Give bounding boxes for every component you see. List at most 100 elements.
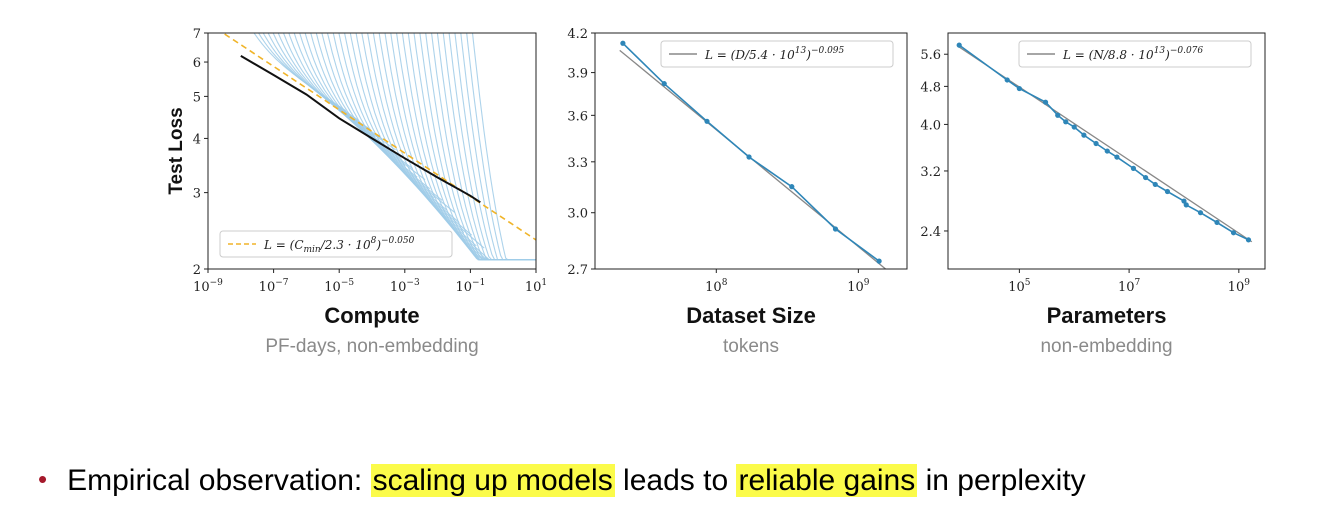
data-point xyxy=(1114,154,1120,160)
x-axis-subtitle: PF-days, non-embedding xyxy=(265,336,478,357)
learning-curve xyxy=(299,33,426,181)
y-tick-label: 4.2 xyxy=(567,27,588,42)
y-tick-label: 7 xyxy=(193,27,201,42)
x-tick-label: 10−9 xyxy=(193,278,223,295)
plot-frame-2 xyxy=(594,32,908,270)
plot-frame-3 xyxy=(947,32,1266,270)
legend-label: L = (N/8.8 · 1013​)−0.076​ xyxy=(1062,46,1203,62)
plot-area-3 xyxy=(956,42,1253,243)
x-axis-title: Compute xyxy=(324,303,419,328)
x-axis-title: Dataset Size xyxy=(686,303,816,328)
x-tick-label: 10−1 xyxy=(455,278,485,295)
data-point xyxy=(1152,181,1158,188)
legend-label: L = (D/5.4 · 1013​)−0.095​ xyxy=(704,46,845,62)
legend-label: L = (Cmin​/2.3 · 108​)−0.050​ xyxy=(263,236,415,255)
chart-panel-3: 105 107 109 2.4 3.2 4.0 4.8 5.6 L = (N/8.8 · 101… xyxy=(920,32,1266,357)
data-point xyxy=(1055,112,1061,118)
data-point xyxy=(1042,99,1049,105)
learning-curve xyxy=(372,33,490,260)
data-point xyxy=(1104,148,1110,154)
data-point xyxy=(1071,124,1077,130)
compute-frontier-line xyxy=(240,55,481,204)
data-point xyxy=(1063,119,1069,125)
x-tick-label: 105 xyxy=(1008,278,1031,295)
data-point xyxy=(876,258,882,264)
y-tick-label: 5 xyxy=(193,90,201,105)
data-point xyxy=(1093,140,1099,147)
bullet-tail-text: in perplexity xyxy=(917,464,1086,497)
y-tick-label: 2 xyxy=(193,263,201,278)
y-tick-label: 3.6 xyxy=(567,109,588,124)
y-tick-label: 3.3 xyxy=(567,156,588,171)
y-tick-label: 5.6 xyxy=(920,48,941,63)
y-tick-label: 4.0 xyxy=(920,118,941,133)
legend-box xyxy=(219,230,453,258)
data-point xyxy=(746,154,752,160)
data-point xyxy=(1230,230,1237,236)
bullet-lead-text: Empirical observation: xyxy=(67,464,371,497)
y-tick-label: 4 xyxy=(193,132,201,147)
fit-line xyxy=(221,33,536,241)
learning-curve xyxy=(448,33,536,261)
y-tick-label: 3 xyxy=(193,187,201,202)
data-point xyxy=(1016,85,1022,92)
plot-area-1 xyxy=(221,33,536,261)
learning-curve xyxy=(466,33,536,261)
y-tick-label: 3.0 xyxy=(567,207,588,222)
data-point xyxy=(661,81,667,87)
learning-curve xyxy=(253,33,347,112)
data-point xyxy=(1214,219,1220,226)
bullet-mid-text: leads to xyxy=(614,464,737,497)
plot-frame-1 xyxy=(207,32,537,270)
data-point xyxy=(1081,132,1087,138)
data-point xyxy=(1164,188,1171,195)
x-tick-label: 109 xyxy=(1228,278,1251,295)
x-axis-subtitle: tokens xyxy=(723,336,779,357)
learning-curve xyxy=(471,33,536,261)
highlight-reliable-gains: reliable gains xyxy=(736,464,918,497)
data-point xyxy=(1197,210,1204,216)
data-point xyxy=(1004,77,1010,83)
y-tick-label: 4.8 xyxy=(920,80,941,95)
x-tick-label: 108 xyxy=(705,278,728,295)
legend-2: L = (D/5.4 · 1013​)−0.095​ xyxy=(660,40,894,68)
legend-box xyxy=(660,40,894,68)
y-tick-label: 6 xyxy=(193,56,201,71)
data-point xyxy=(956,42,962,48)
data-point xyxy=(620,40,626,46)
y-tick-label: 2.7 xyxy=(567,263,588,278)
x-axis-subtitle: non-embedding xyxy=(1040,336,1172,357)
highlight-scaling-up-models: scaling up models xyxy=(370,464,615,497)
learning-curve xyxy=(367,33,477,247)
learning-curve xyxy=(378,33,502,261)
chart-panel-2: 108 109 2.7 3.0 3.3 3.6 3.9 4.2 L = (D/5.4 · 101… xyxy=(567,27,908,357)
learning-curve xyxy=(332,33,435,199)
data-point xyxy=(789,184,795,190)
x-tick-label: 10−5 xyxy=(324,278,354,295)
legend-3: L = (N/8.8 · 1013​)−0.076​ xyxy=(1018,40,1252,68)
chart-panel-1: 10−9 10−7 10−5 10−3 10−1 101 2 3 4 5 6 7 L = (Cmin​/… xyxy=(166,27,547,357)
learning-curve xyxy=(454,33,536,261)
y-tick-label: 2.4 xyxy=(920,225,941,240)
plot-area-2 xyxy=(619,40,887,269)
data-point xyxy=(1181,198,1187,204)
data-point xyxy=(1143,174,1149,181)
legend-1: L = (Cmin​/2.3 · 108​)−0.050​ xyxy=(219,230,453,258)
data-point xyxy=(704,118,710,124)
scaling-law-figure: 10−9 10−7 10−5 10−3 10−1 101 2 3 4 5 6 7 L = (Cmin​/… xyxy=(166,27,1266,357)
x-tick-label: 101 xyxy=(525,278,547,295)
y-axis-title: Test Loss xyxy=(166,107,187,194)
x-axis-title: Parameters xyxy=(1047,303,1167,328)
x-tick-label: 10−3 xyxy=(390,278,420,295)
x-tick-label: 109 xyxy=(847,278,870,295)
learning-curve xyxy=(361,33,465,234)
data-point xyxy=(1130,165,1137,171)
bullet-dot: • xyxy=(38,464,48,494)
data-point xyxy=(1183,202,1189,208)
learning-curve xyxy=(349,33,473,236)
x-tick-label: 107 xyxy=(1118,278,1141,295)
y-tick-label: 3.9 xyxy=(567,67,588,82)
y-tick-label: 3.2 xyxy=(920,165,941,180)
legend-box xyxy=(1018,40,1252,68)
x-tick-label: 10−7 xyxy=(259,278,289,295)
